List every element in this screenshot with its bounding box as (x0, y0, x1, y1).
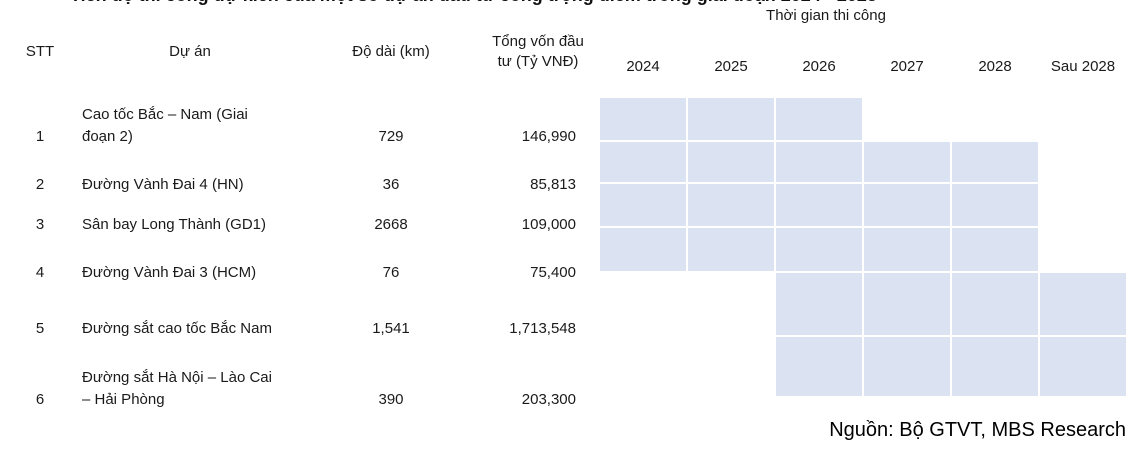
gantt-cell (599, 227, 687, 272)
header-stt: STT (25, 43, 55, 60)
gantt-cell (951, 227, 1039, 272)
table-row: 2 Đường Vành Đai 4 (HN) 36 85,813 (0, 148, 598, 196)
capital-value: 85,813 (530, 176, 576, 193)
length-value: 76 (382, 264, 400, 281)
length-value: 729 (378, 128, 404, 145)
header-length: Độ dài (km) (352, 43, 430, 60)
gantt-cell (951, 141, 1039, 183)
gantt-cell (775, 141, 863, 183)
gantt-cell (775, 227, 863, 272)
project-name: Sân bay Long Thành (GD1) (82, 216, 267, 233)
project-name: Đường sắt cao tốc Bắc Nam (82, 320, 272, 337)
table-row: 3 Sân bay Long Thành (GD1) 2668 109,000 (0, 188, 598, 236)
stt-cell: 4 (35, 264, 45, 281)
gantt-cell (863, 141, 951, 183)
year-label: 2025 (714, 58, 748, 75)
gantt-cell (951, 336, 1039, 397)
project-name: Đường Vành Đai 3 (HCM) (82, 264, 257, 281)
table-row: 4 Đường Vành Đai 3 (HCM) 76 75,400 (0, 236, 598, 284)
capital-value: 109,000 (521, 216, 576, 233)
gantt-cell (863, 227, 951, 272)
gantt-cell (1039, 336, 1127, 397)
capital-value: 75,400 (530, 264, 576, 281)
gantt-cell (599, 183, 687, 227)
gantt-cell (687, 141, 775, 183)
stt-cell: 5 (35, 320, 45, 337)
gantt-cell (951, 183, 1039, 227)
table-row: 6 Đường sắt Hà Nội – Lào Cai – Hải Phòng 3… (0, 367, 598, 411)
gantt-cell (687, 183, 775, 227)
gantt-cell (775, 183, 863, 227)
project-name: Đường sắt Hà Nội – Lào Cai – Hải Phòng (82, 369, 272, 408)
stt-cell: 2 (35, 176, 45, 193)
gantt-cell (863, 336, 951, 397)
length-value: 1,541 (372, 320, 410, 337)
table-row: 1 Cao tốc Bắc – Nam (Giai đoạn 2) 729 146,9… (0, 96, 598, 148)
year-label: 2024 (626, 58, 660, 75)
gantt-cell (687, 227, 775, 272)
timeline-header: Thời gian thi công (766, 7, 886, 24)
length-value: 390 (378, 391, 404, 408)
capital-value: 203,300 (521, 391, 576, 408)
gantt-cell (863, 183, 951, 227)
gantt-cell (775, 336, 863, 397)
length-value: 36 (382, 176, 400, 193)
header-project: Dự án (169, 43, 211, 60)
gantt-cell (775, 272, 863, 336)
gantt-cell (599, 141, 687, 183)
cropped-title: Tiến độ thi công dự kiến của một số dự á… (0, 0, 1138, 9)
capital-value: 1,713,548 (509, 320, 576, 337)
gantt-cell (951, 272, 1039, 336)
cropped-title-text: Tiến độ thi công dự kiến của một số dự á… (70, 0, 1138, 6)
capital-value: 146,990 (521, 128, 576, 145)
stt-cell: 6 (35, 391, 45, 408)
source-credit: Nguồn: Bộ GTVT, MBS Research (829, 419, 1126, 441)
project-name: Cao tốc Bắc – Nam (Giai đoạn 2) (82, 106, 248, 145)
length-value: 2668 (374, 216, 408, 233)
year-label: 2026 (802, 58, 836, 75)
gantt-cell (687, 97, 775, 141)
stt-cell: 1 (35, 128, 45, 145)
gantt-cell (599, 97, 687, 141)
stt-cell: 3 (35, 216, 45, 233)
year-label: Sau 2028 (1050, 58, 1116, 75)
gantt-cell (775, 97, 863, 141)
gantt-cell (1039, 272, 1127, 336)
gantt-cell (863, 272, 951, 336)
year-label: 2028 (978, 58, 1012, 75)
project-name: Đường Vành Đai 4 (HN) (82, 176, 244, 193)
table-row: 5 Đường sắt cao tốc Bắc Nam 1,541 1,713,548 (0, 292, 598, 340)
header-capital: Tổng vốn đầu tư (Tỷ VNĐ) (492, 33, 584, 70)
year-label: 2027 (890, 58, 924, 75)
